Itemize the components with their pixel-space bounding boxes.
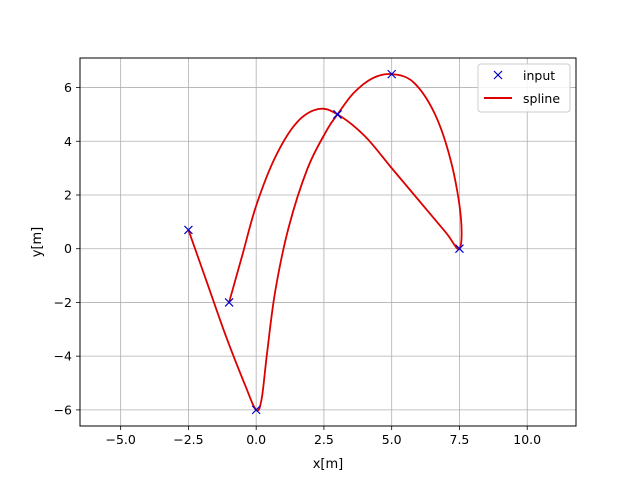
x-axis-label: x[m] [313, 457, 344, 472]
y-tick-label: −6 [54, 402, 72, 417]
y-tick-label: −2 [54, 295, 72, 310]
legend-input-marker [493, 70, 503, 80]
input-point [333, 109, 342, 119]
axes-frame [79, 57, 577, 427]
y-tick-label: 4 [64, 134, 72, 149]
plot-area [183, 69, 464, 415]
y-tick-label: 0 [64, 241, 72, 256]
input-point [224, 298, 234, 307]
x-tick-label: −5.0 [105, 432, 135, 447]
y-axis-label: y[m] [30, 227, 45, 258]
x-tick-label: 7.5 [450, 432, 470, 447]
x-tick-label: −2.5 [173, 432, 203, 447]
grid [80, 58, 576, 426]
legend-input-label: input [523, 68, 555, 83]
x-tick-label: 2.5 [314, 432, 334, 447]
legend-spline-label: spline [523, 91, 560, 106]
input-point [251, 405, 261, 415]
input-point [387, 69, 397, 79]
x-tick-label: 0.0 [246, 432, 266, 447]
x-tick-label: 5.0 [382, 432, 402, 447]
legend: input spline [477, 63, 571, 113]
y-tick-label: 2 [64, 187, 72, 202]
legend-x-marker [493, 70, 503, 80]
x-tick-label: 10.0 [513, 432, 541, 447]
ticks: −5.0 −2.5 0.0 2.5 5.0 7.5 10.0 −6 −4 −2 0 2 4 6 [54, 80, 542, 447]
legend-box [477, 63, 571, 113]
y-tick-label: 6 [64, 80, 72, 95]
input-point [455, 244, 464, 254]
spline-line [187, 73, 463, 412]
y-tick-label: −4 [54, 349, 72, 364]
input-point [183, 225, 193, 235]
